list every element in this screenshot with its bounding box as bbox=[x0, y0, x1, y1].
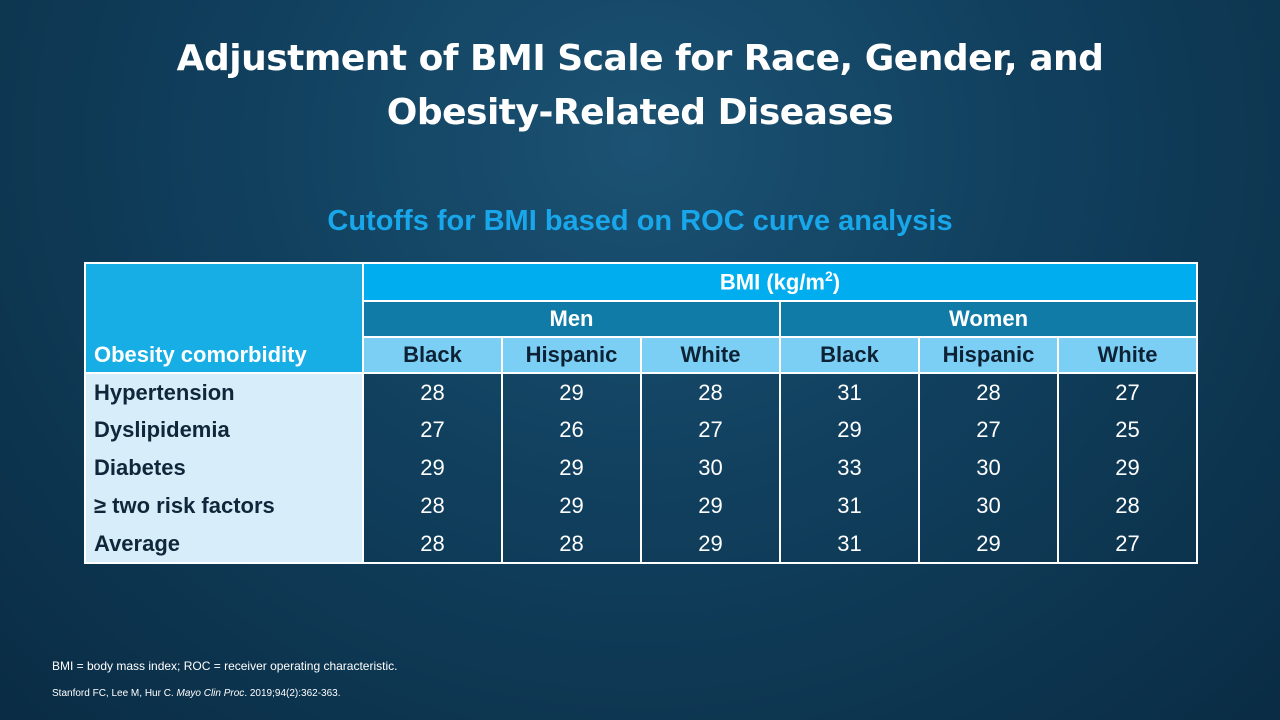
abbreviations-footnote: BMI = body mass index; ROC = receiver op… bbox=[52, 659, 398, 673]
obesity-comorbidity-header: Obesity comorbidity bbox=[94, 342, 307, 367]
table-cell: 28 bbox=[501, 525, 642, 564]
citation-journal: Mayo Clin Proc bbox=[176, 688, 245, 699]
row-label: Dyslipidemia bbox=[84, 411, 364, 449]
table-cell: 25 bbox=[1057, 411, 1198, 449]
table-cell: 31 bbox=[779, 487, 920, 525]
table-cell: 26 bbox=[501, 411, 642, 449]
bmi-unit-header: BMI (kg/m2) bbox=[362, 262, 1198, 302]
table-cell: 30 bbox=[918, 449, 1059, 487]
table-cell: 27 bbox=[1057, 373, 1198, 411]
table-cell: 29 bbox=[362, 449, 503, 487]
bmi-cutoff-table: Obesity comorbidity BMI (kg/m2) Men Wome… bbox=[84, 262, 1198, 564]
table-row-diabetes: Diabetes 29 29 30 33 30 29 bbox=[84, 449, 1198, 487]
race-header-men-white: White bbox=[640, 336, 781, 374]
table-cell: 28 bbox=[640, 373, 781, 411]
row-label: Average bbox=[84, 525, 364, 564]
table-cell: 30 bbox=[640, 449, 781, 487]
slide-title-line2: Obesity-Related Diseases bbox=[386, 92, 894, 133]
race-header-men-black: Black bbox=[362, 336, 503, 374]
bmi-unit-label: BMI (kg/m bbox=[719, 269, 825, 295]
table-cell: 29 bbox=[640, 487, 781, 525]
table-cell: 31 bbox=[779, 373, 920, 411]
race-header-women-white: White bbox=[1057, 336, 1198, 374]
table-subtitle: Cutoffs for BMI based on ROC curve analy… bbox=[327, 205, 953, 237]
row-label: Hypertension bbox=[84, 373, 364, 411]
row-label: Diabetes bbox=[84, 449, 364, 487]
table-cell: 27 bbox=[362, 411, 503, 449]
table-cell: 27 bbox=[1057, 525, 1198, 564]
bmi-unit-close: ) bbox=[832, 269, 841, 295]
table-cell: 28 bbox=[918, 373, 1059, 411]
table-cell: 29 bbox=[640, 525, 781, 564]
citation-details: . 2019;94(2):362-363. bbox=[244, 688, 341, 699]
table-cell: 29 bbox=[501, 449, 642, 487]
table-row-average: Average 28 28 29 31 29 27 bbox=[84, 525, 1198, 564]
table-cell: 29 bbox=[501, 373, 642, 411]
table-cell: 33 bbox=[779, 449, 920, 487]
citation-authors: Stanford FC, Lee M, Hur C. bbox=[52, 688, 177, 699]
table-row-hypertension: Hypertension 28 29 28 31 28 27 bbox=[84, 373, 1198, 411]
table-cell: 29 bbox=[918, 525, 1059, 564]
table-cell: 27 bbox=[640, 411, 781, 449]
table-cell: 29 bbox=[779, 411, 920, 449]
race-header-women-hispanic: Hispanic bbox=[918, 336, 1059, 374]
table-cell: 27 bbox=[918, 411, 1059, 449]
group-header-women: Women bbox=[779, 300, 1198, 338]
table-cell: 29 bbox=[501, 487, 642, 525]
citation: Stanford FC, Lee M, Hur C. Mayo Clin Pro… bbox=[52, 688, 341, 699]
group-header-men: Men bbox=[362, 300, 781, 338]
corner-header-cell: Obesity comorbidity bbox=[84, 262, 364, 374]
race-header-men-hispanic: Hispanic bbox=[501, 336, 642, 374]
slide-title-line1: Adjustment of BMI Scale for Race, Gender… bbox=[176, 38, 1104, 79]
table-row-two-risk-factors: ≥ two risk factors 28 29 29 31 30 28 bbox=[84, 487, 1198, 525]
race-header-women-black: Black bbox=[779, 336, 920, 374]
table-cell: 31 bbox=[779, 525, 920, 564]
table-cell: 30 bbox=[918, 487, 1059, 525]
table-cell: 28 bbox=[1057, 487, 1198, 525]
bmi-unit-exponent: 2 bbox=[825, 268, 833, 285]
row-label: ≥ two risk factors bbox=[84, 487, 364, 525]
table-cell: 28 bbox=[362, 525, 503, 564]
table-cell: 29 bbox=[1057, 449, 1198, 487]
table-cell: 28 bbox=[362, 487, 503, 525]
table-cell: 28 bbox=[362, 373, 503, 411]
slide-title: Adjustment of BMI Scale for Race, Gender… bbox=[0, 32, 1280, 140]
table-row-dyslipidemia: Dyslipidemia 27 26 27 29 27 25 bbox=[84, 411, 1198, 449]
